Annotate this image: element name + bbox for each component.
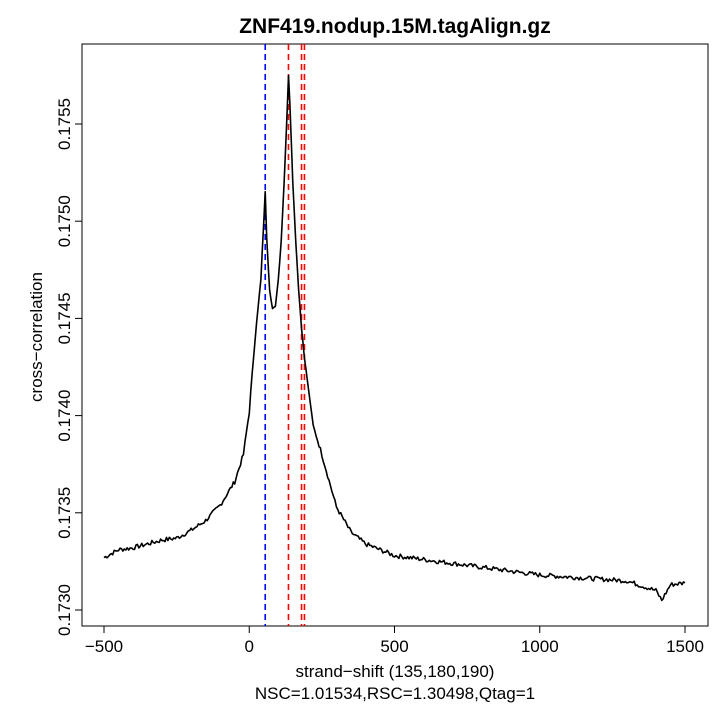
x-axis: −500 0 500 1000 1500 <box>85 626 704 656</box>
y-tick-label: 0.1730 <box>55 584 74 636</box>
y-axis: 0.1730 0.1735 0.1740 0.1745 0.1750 0.1755 <box>55 98 82 636</box>
x-tick-label: 1500 <box>666 637 704 656</box>
y-tick-label: 0.1750 <box>55 195 74 247</box>
y-tick-label: 0.1740 <box>55 390 74 442</box>
marker-lines <box>264 44 306 626</box>
x-tick-label: 1000 <box>521 637 559 656</box>
x-tick-label: −500 <box>85 637 123 656</box>
chart-title: ZNF419.nodup.15M.tagAlign.gz <box>239 15 551 38</box>
chart-subtitle: NSC=1.01534,RSC=1.30498,Qtag=1 <box>255 684 535 703</box>
x-tick-label: 500 <box>380 637 408 656</box>
y-tick-label: 0.1745 <box>55 292 74 344</box>
x-axis-label: strand−shift (135,180,190) <box>296 662 495 681</box>
y-axis-label: cross−correlation <box>27 272 46 402</box>
y-tick-label: 0.1735 <box>55 487 74 539</box>
series-line-cross-correlation <box>103 74 686 602</box>
y-tick-label: 0.1755 <box>55 98 74 150</box>
x-tick-label: 0 <box>245 637 254 656</box>
